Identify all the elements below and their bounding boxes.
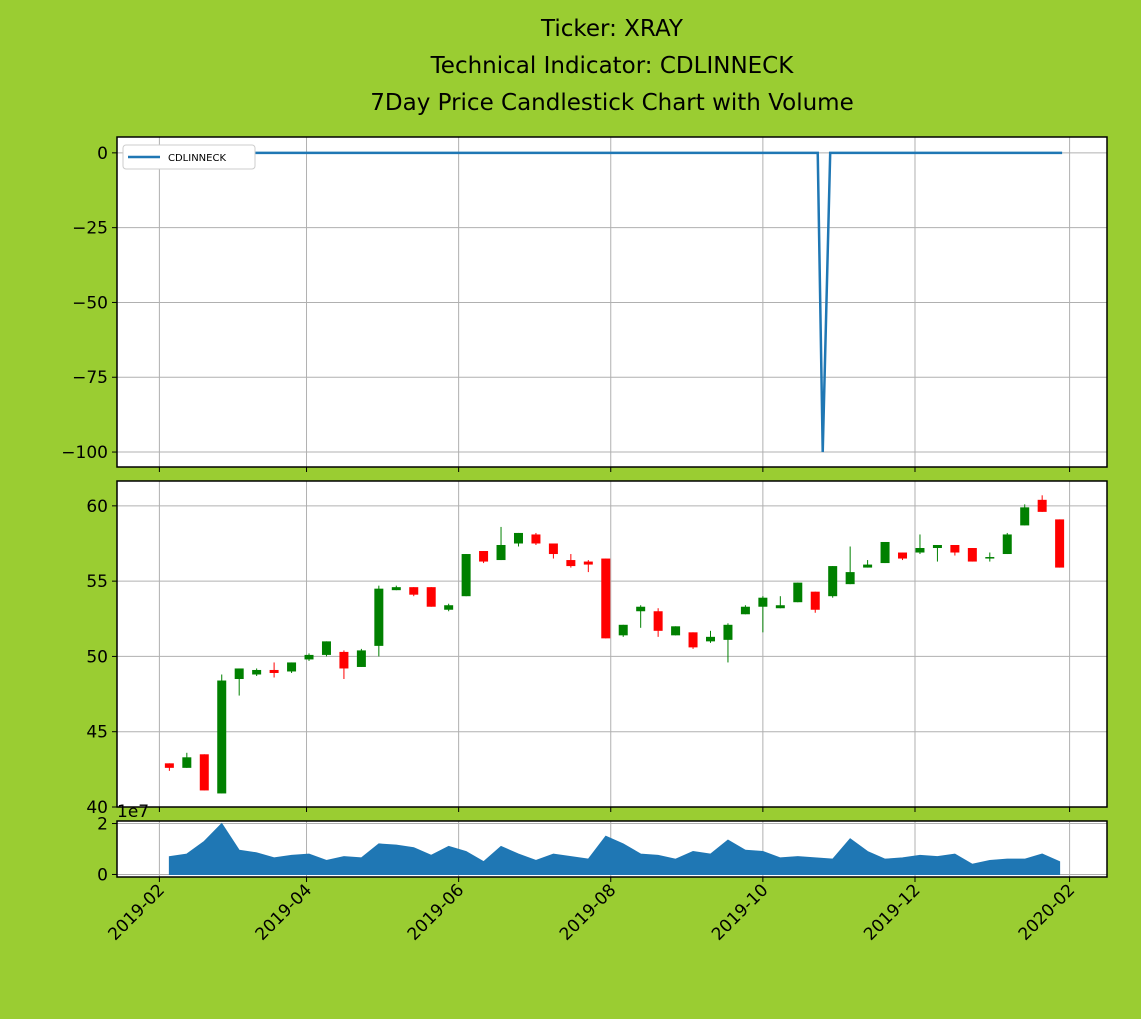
y-tick-label: −100 [61,443,108,463]
candle-body [793,582,803,603]
candle-body [374,588,384,646]
candle-body [339,651,349,669]
candle-body [618,624,628,636]
candle-body [1055,519,1065,568]
candle-body [321,641,331,655]
offset-label: 1e7 [117,802,149,822]
y-tick-label: 0 [97,865,108,885]
y-tick-label: −75 [72,368,108,388]
plot-frame [116,820,1108,878]
candle-body [775,605,785,609]
y-tick-label: 0 [97,144,108,164]
candle-body [566,560,576,567]
volume-area [168,822,1061,875]
candle-body [723,624,733,640]
candle-body [182,757,192,768]
legend-box [122,144,256,170]
plot-frame [116,480,1108,808]
candle-body [217,680,227,794]
y-tick-label: 45 [86,723,108,743]
plot-marks [159,151,1063,453]
candle-body [706,636,716,642]
y-tick-label: −50 [72,293,108,313]
plot-area [117,481,1107,807]
y-tick-label: −25 [72,219,108,239]
candle-body [688,632,698,648]
candle-body [950,544,960,553]
candle-body [496,544,506,561]
candle-body [863,564,873,568]
candle-body [601,558,611,639]
y-tick-label: 50 [86,647,108,667]
candle-body [915,548,925,553]
y-tick-label: 60 [86,497,108,517]
candle-body [461,554,471,597]
candle-body [810,591,820,610]
candle-body [444,605,454,610]
candle-body [828,566,838,597]
candle-body [269,669,279,673]
candle-body [409,587,419,595]
y-tick-label: 40 [86,798,108,818]
candle-body [391,587,401,591]
candle-body [898,552,908,559]
candle-body [653,611,663,631]
candle-body [671,626,681,636]
candle-body [1020,507,1030,526]
candle-body [479,551,489,562]
y-tick-label: 55 [86,572,108,592]
candle-body [583,561,593,565]
candle-body [252,669,262,675]
candle-body [356,650,366,667]
candle-body [985,557,995,559]
candle-body [740,606,750,615]
y-tick-label: 2 [97,815,108,835]
candle-body [199,754,209,791]
candle-body [164,763,174,768]
candle-body [932,544,942,549]
candle-body [426,587,436,607]
candle-body [758,597,768,607]
candle-body [531,534,541,544]
candle-body [234,668,244,680]
series-line [159,151,1063,453]
legend-label: CDLINNECK [168,153,226,164]
candle-body [845,572,855,585]
candle-body [1037,499,1047,512]
candle-body [513,532,523,544]
chart-title: 7Day Price Candlestick Chart with Volume [370,90,853,116]
plot-marks [164,495,1065,794]
candle-body [287,662,297,672]
candle-body [880,541,890,564]
chart-title: Technical Indicator: CDLINNECK [430,53,795,79]
plot-frame [116,136,1108,468]
plot-marks [168,822,1061,875]
chart-title: Ticker: XRAY [540,16,684,42]
candle-body [548,543,558,555]
candle-body [967,548,977,562]
candle-body [636,606,646,612]
candle-body [304,654,314,660]
candle-body [1002,534,1012,555]
